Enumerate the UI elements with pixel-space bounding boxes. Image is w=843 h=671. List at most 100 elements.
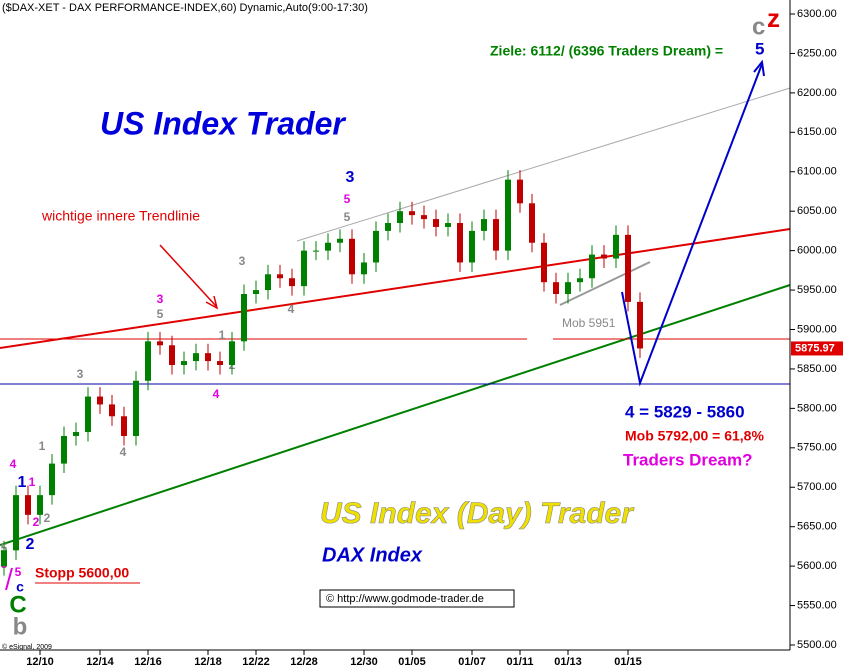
candle-body [109,404,115,417]
annotation: 5 [755,39,764,58]
url-box [319,589,515,608]
y-tick-label: 5600.00 [797,560,837,572]
wave-label: 1 [219,328,226,342]
candle-body [205,353,211,362]
y-tick-label: 6250.00 [797,47,837,59]
wave-label: z [767,3,780,33]
wave-label: 1 [29,475,36,489]
candle-body [349,238,355,275]
candle-body [337,238,343,243]
y-tick-label: 6000.00 [797,245,837,257]
inner-trendline [0,228,791,349]
y-tick-label: 5750.00 [797,442,837,454]
wave-label: 2 [26,536,35,553]
upper-channel [296,87,791,242]
candle-body [289,278,295,287]
brand: US Index (Day) Trader [320,497,635,530]
candle-body [565,282,571,295]
annotation: Mob 5951 [562,316,616,330]
y-tick-label: 5900.00 [797,323,837,335]
y-tick-label: 6050.00 [797,205,837,217]
candle-body [613,234,619,259]
candle-body [541,242,547,283]
candle-body [457,223,463,263]
candle-body [13,495,19,551]
wave-labels: 3553534124341411222535cCb [1,169,355,640]
candle-body [85,396,91,433]
annotation: Stopp 5600,00 [35,565,129,581]
annotation: 4 = 5829 - 5860 [625,402,745,421]
x-tick-label: 01/05 [398,656,426,668]
y-tick-label: 5500.00 [797,639,837,651]
candle-body [421,215,427,220]
candle-body [361,262,367,275]
candle-body [277,274,283,279]
y-tick-label: 6200.00 [797,87,837,99]
x-tick-label: 12/22 [242,656,270,668]
candle-body [469,230,475,263]
x-tick-label: 12/10 [26,656,54,668]
wave-label: C [9,591,26,618]
x-tick-label: 12/18 [194,656,222,668]
lower-trendline [0,284,791,546]
candle-body [265,274,271,291]
candle-body [1,550,7,567]
wave-label: 1 [39,439,46,453]
candle-body [97,396,103,405]
arrowhead [205,295,219,310]
candle-body [49,463,55,496]
wave-label: 1 [18,474,27,491]
x-tick-label: 12/14 [86,656,114,668]
wave-label: 5 [344,210,351,224]
arrow [5,567,13,591]
candle-body [229,341,235,365]
y-tick-label: 6150.00 [797,126,837,138]
annotation: wichtige innere Trendlinie [41,208,200,224]
y-tick-label: 5800.00 [797,402,837,414]
candle-body [133,380,139,436]
mob-line [559,261,651,306]
candle-body [301,250,307,287]
candle-body [181,361,187,365]
candle-body [121,416,127,436]
candle-body [409,211,415,216]
candle-body [397,211,403,224]
arrowhead [753,59,765,77]
annotation: Mob 5792,00 = 61,8% [625,428,764,444]
y-tick-label: 5700.00 [797,481,837,493]
wave-label: 4 [288,302,295,316]
x-tick-label: 01/11 [507,656,534,668]
wave-label: 4 [213,387,220,401]
candle-body [169,345,175,365]
candle-body [193,353,199,362]
wave-label: c [752,13,765,40]
candle-body [241,294,247,342]
wave-label: 5 [157,307,164,321]
candle-body [253,290,259,295]
last-price-box [791,341,843,356]
wave-label: 2 [44,511,51,525]
wave-label: 3 [239,254,246,268]
candle-body [553,282,559,295]
candle-body [493,219,499,251]
candle-body [25,495,31,515]
y-tick-label: 6100.00 [797,166,837,178]
brand: US Index Trader [100,105,346,141]
wave-label: 4 [120,445,127,459]
candle-body [61,435,67,464]
url: © http://www.godmode-trader.de [326,593,484,605]
arrow [159,244,217,307]
candle-body [577,278,583,283]
wave-label: 3 [157,292,164,306]
candle-body [601,254,607,259]
candle-body [37,495,43,515]
wave-label: 2 [33,515,40,529]
x-tick-label: 01/07 [458,656,486,668]
candle-body [157,341,163,346]
candle-body [529,203,535,243]
candle-body [313,250,319,252]
x-tick-label: 01/13 [554,656,582,668]
candle-body [481,219,487,231]
wave-label: b [13,613,28,640]
candle-body [589,254,595,279]
